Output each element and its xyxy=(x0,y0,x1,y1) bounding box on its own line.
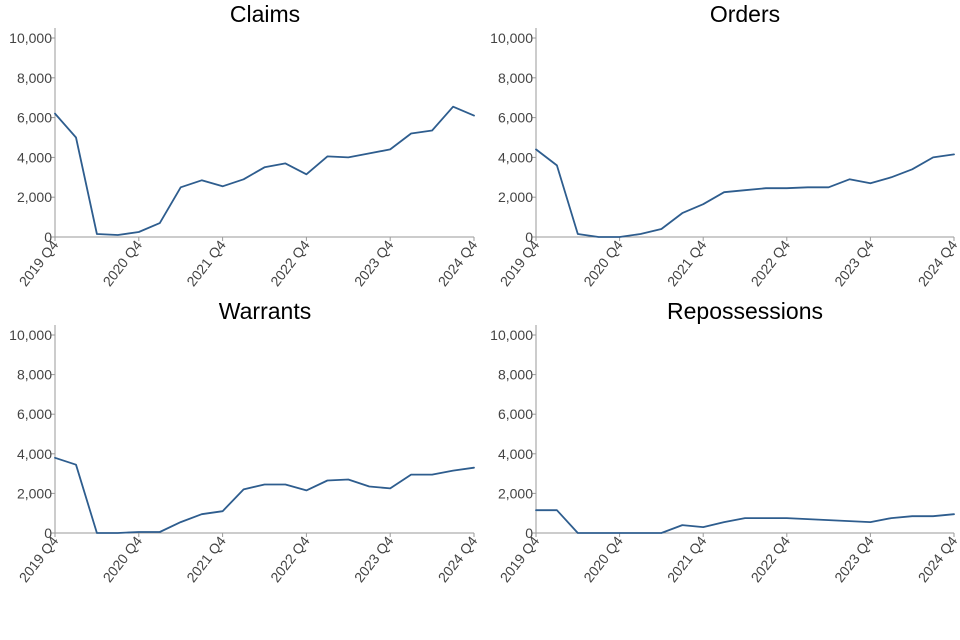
panel-repossessions: Repossessions 0 2,000 4,000 6,000 8,000 10,000… xyxy=(490,298,960,585)
chart-title: Claims xyxy=(230,1,300,27)
y-tick-label: 10,000 xyxy=(490,30,533,46)
x-tick-label: 2021 Q4 xyxy=(664,533,710,585)
x-tick-label: 2019 Q4 xyxy=(16,533,62,585)
x-tick-label: 2023 Q4 xyxy=(351,237,397,289)
y-tick-label: 8,000 xyxy=(17,367,52,383)
y-tick-label: 6,000 xyxy=(17,110,52,126)
series-line-claims xyxy=(54,105,475,236)
x-tick-label: 2019 Q4 xyxy=(497,533,543,585)
x-tick-label: 2020 Q4 xyxy=(99,237,145,289)
series-line-orders xyxy=(535,148,955,238)
panel-claims: Claims 0 2,000 4,000 6,000 8,000 10,000 2019 Q4… xyxy=(9,1,480,289)
y-tick-label: 4,000 xyxy=(17,149,52,165)
chart-title: Repossessions xyxy=(667,298,823,324)
panel-warrants: Warrants 0 2,000 4,000 6,000 8,000 10,000 2019 … xyxy=(9,298,480,585)
y-tick-label: 8,000 xyxy=(498,70,533,86)
series-line-repossessions xyxy=(535,509,955,534)
chart-title: Warrants xyxy=(219,298,311,324)
x-tick-label: 2024 Q4 xyxy=(435,237,481,289)
y-tick-label: 4,000 xyxy=(498,446,533,462)
y-tick-label: 0 xyxy=(525,525,533,541)
x-tick-label: 2021 Q4 xyxy=(183,237,229,289)
y-tick-label: 0 xyxy=(525,229,533,245)
y-tick-label: 10,000 xyxy=(9,327,52,343)
x-tick-label: 2022 Q4 xyxy=(747,533,793,585)
chart-title: Orders xyxy=(710,1,780,27)
x-tick-label: 2023 Q4 xyxy=(351,533,397,585)
x-tick-label: 2020 Q4 xyxy=(580,237,626,289)
x-tick-label: 2019 Q4 xyxy=(16,237,62,289)
y-tick-label: 6,000 xyxy=(17,406,52,422)
y-tick-label: 4,000 xyxy=(17,446,52,462)
panel-orders: Orders 0 2,000 4,000 6,000 8,000 10,000 2019 Q4… xyxy=(490,1,960,289)
y-tick-label: 10,000 xyxy=(9,30,52,46)
x-tick-label: 2020 Q4 xyxy=(99,533,145,585)
x-tick-label: 2022 Q4 xyxy=(267,533,313,585)
series-line-warrants xyxy=(54,456,475,534)
y-tick-label: 2,000 xyxy=(17,189,52,205)
y-tick-label: 0 xyxy=(44,229,52,245)
x-tick-label: 2021 Q4 xyxy=(664,237,710,289)
y-tick-label: 8,000 xyxy=(498,367,533,383)
y-tick-label: 6,000 xyxy=(498,110,533,126)
y-tick-label: 2,000 xyxy=(498,189,533,205)
x-tick-label: 2024 Q4 xyxy=(915,533,960,585)
x-tick-label: 2023 Q4 xyxy=(831,533,877,585)
x-tick-label: 2024 Q4 xyxy=(435,533,481,585)
y-tick-label: 4,000 xyxy=(498,149,533,165)
y-tick-label: 2,000 xyxy=(498,485,533,501)
y-tick-label: 0 xyxy=(44,525,52,541)
y-tick-label: 8,000 xyxy=(17,70,52,86)
x-tick-label: 2022 Q4 xyxy=(747,237,793,289)
y-tick-label: 6,000 xyxy=(498,406,533,422)
x-tick-label: 2021 Q4 xyxy=(183,533,229,585)
x-tick-label: 2023 Q4 xyxy=(831,237,877,289)
x-tick-label: 2024 Q4 xyxy=(915,237,960,289)
x-tick-label: 2022 Q4 xyxy=(267,237,313,289)
x-tick-label: 2019 Q4 xyxy=(497,237,543,289)
y-tick-label: 2,000 xyxy=(17,485,52,501)
x-tick-label: 2020 Q4 xyxy=(580,533,626,585)
y-tick-label: 10,000 xyxy=(490,327,533,343)
